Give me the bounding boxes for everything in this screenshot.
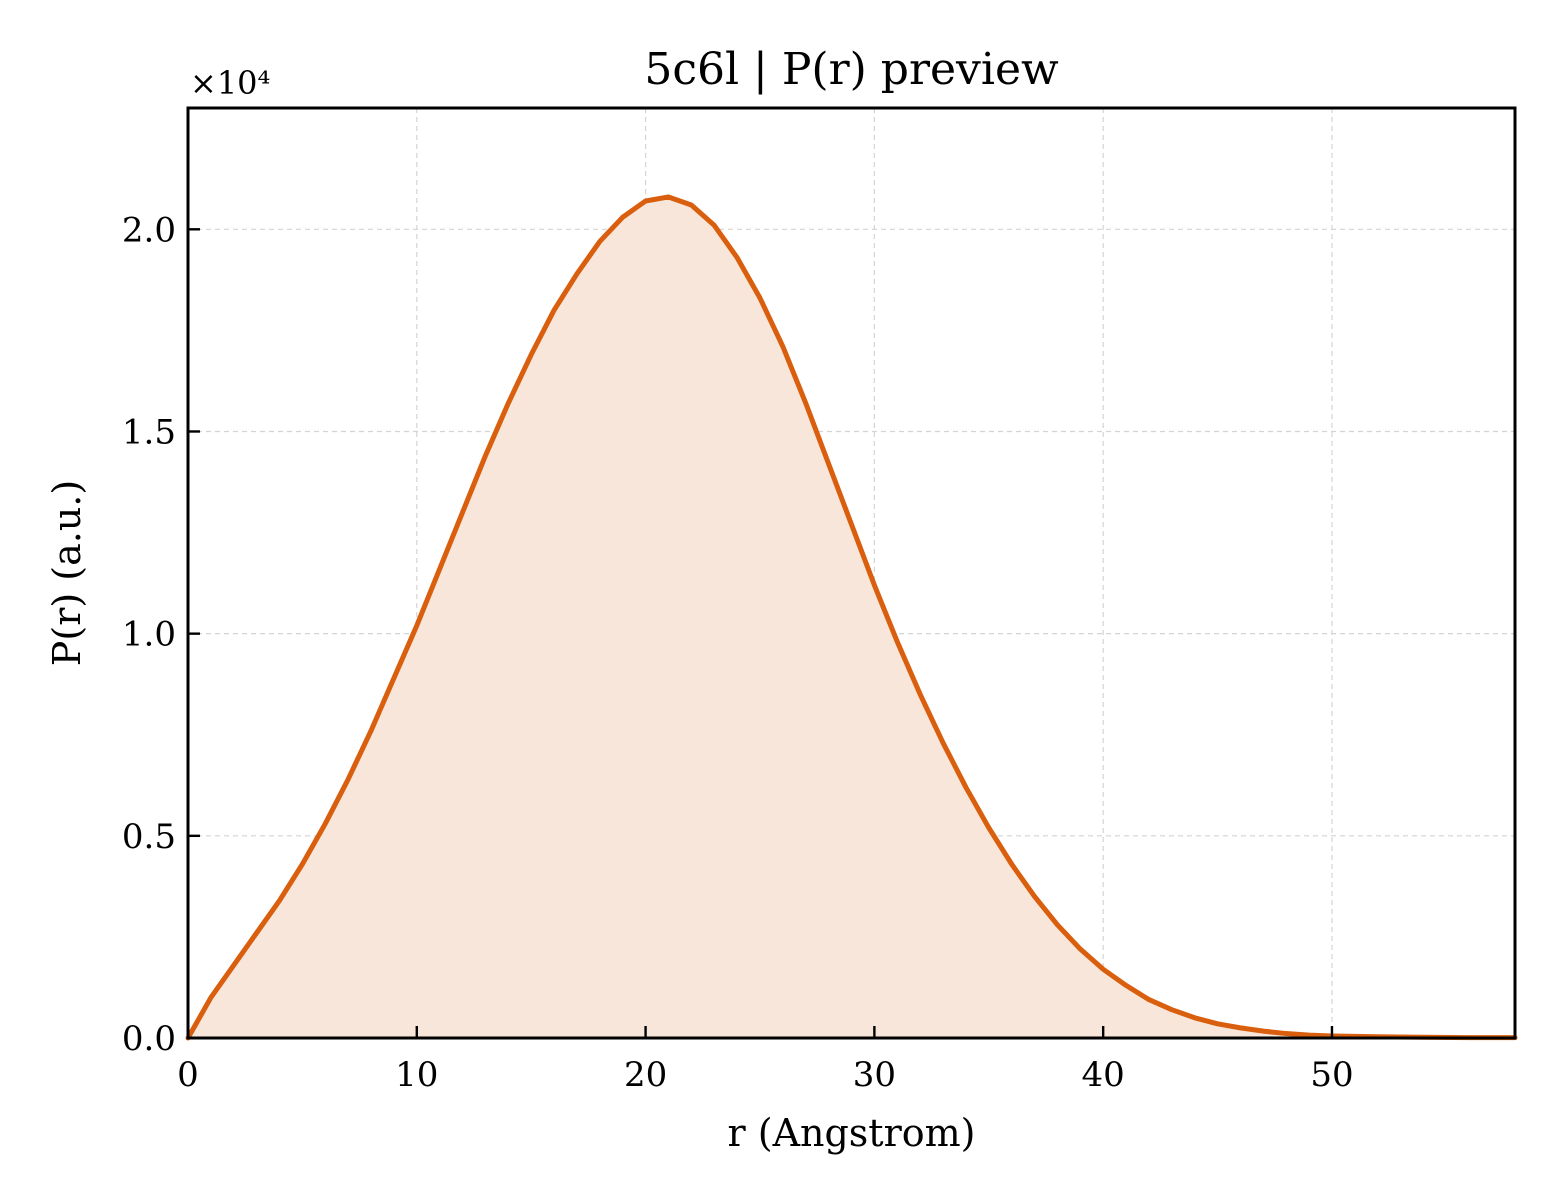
y-tick-label: 2.0 — [122, 210, 176, 250]
x-axis-label: r (Angstrom) — [728, 1111, 976, 1155]
y-tick-label: 1.0 — [122, 615, 176, 655]
y-tick-label: 0.5 — [122, 817, 176, 857]
x-tick-label: 20 — [624, 1055, 667, 1095]
chart-title: 5c6l | P(r) preview — [644, 44, 1059, 95]
y-axis-multiplier: ×10⁴ — [190, 64, 270, 102]
y-axis-label: P(r) (a.u.) — [45, 480, 89, 666]
x-axis: 0 10 20 30 40 50 — [177, 1026, 1354, 1095]
y-tick-label: 1.5 — [122, 412, 176, 452]
x-tick-label: 30 — [853, 1055, 896, 1095]
x-tick-label: 0 — [177, 1055, 199, 1095]
x-tick-label: 10 — [395, 1055, 438, 1095]
x-tick-label: 40 — [1082, 1055, 1125, 1095]
y-axis: 0.0 0.5 1.0 1.5 2.0 — [122, 210, 200, 1059]
x-tick-label: 50 — [1310, 1055, 1353, 1095]
area-fill — [188, 196, 1515, 1038]
y-tick-label: 0.0 — [122, 1019, 176, 1059]
plot-frame — [186, 106, 1517, 1040]
series-line — [185, 194, 1518, 1041]
